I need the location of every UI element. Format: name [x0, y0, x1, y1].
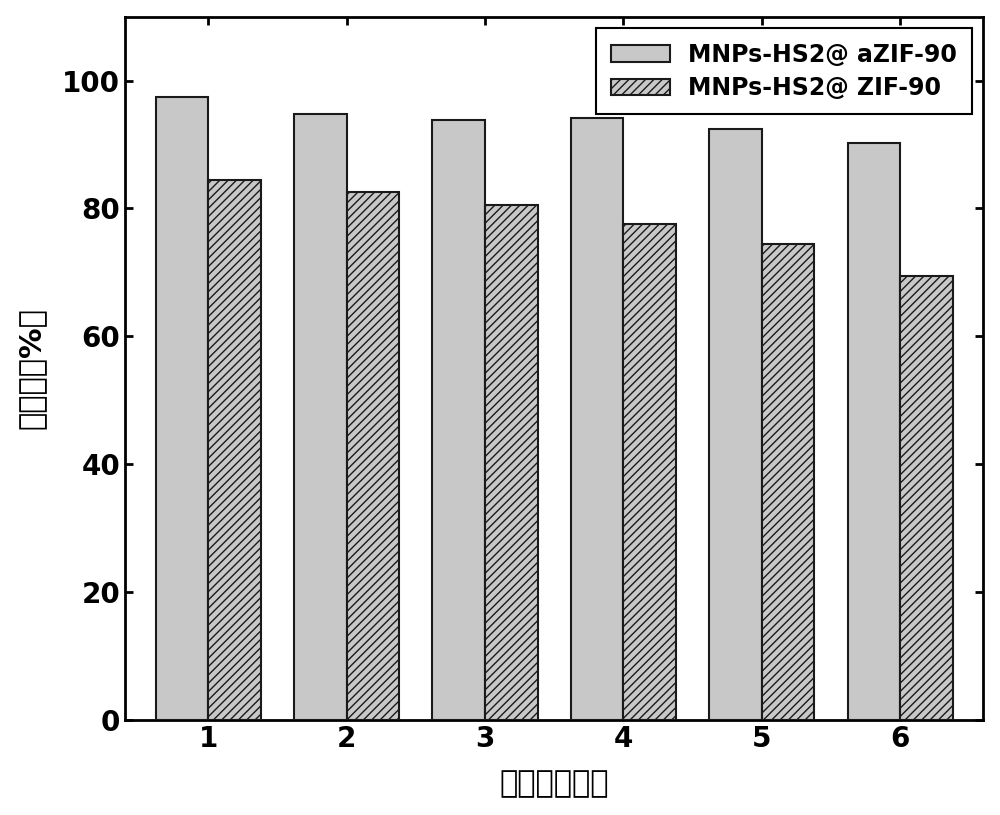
Y-axis label: 转化率（%）: 转化率（%） [17, 307, 46, 430]
Bar [848, 143, 900, 720]
Legend: MNPs-HS2@ aZIF-90, MNPs-HS2@ ZIF-90: MNPs-HS2@ aZIF-90, MNPs-HS2@ ZIF-90 [596, 29, 972, 114]
X-axis label: 重复利用次数: 重复利用次数 [500, 769, 609, 799]
Bar [571, 117, 623, 720]
Bar [900, 275, 953, 720]
Bar [208, 179, 261, 720]
Bar [156, 96, 208, 720]
Bar [623, 224, 676, 720]
Bar [762, 244, 814, 720]
Bar [709, 129, 762, 720]
Bar [294, 114, 347, 720]
Bar [485, 205, 538, 720]
Bar [347, 192, 399, 720]
Bar [432, 121, 485, 720]
